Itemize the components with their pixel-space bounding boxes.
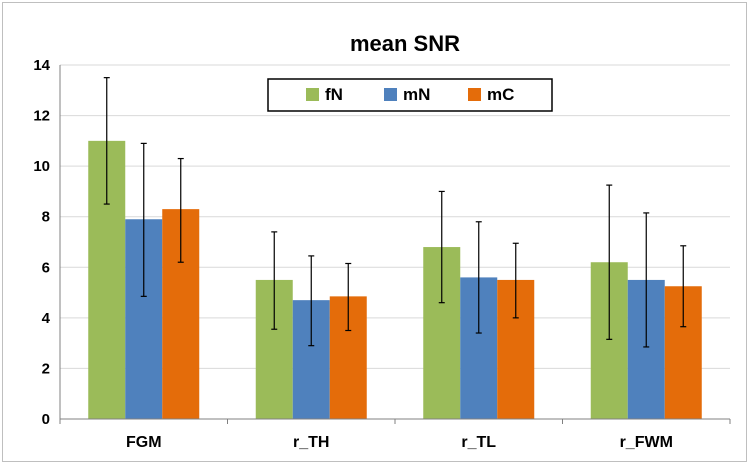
legend-label-mN: mN: [403, 85, 430, 104]
legend-swatch-mN: [384, 88, 397, 101]
x-tick-label: r_TH: [293, 434, 329, 451]
x-tick-label: r_FWM: [620, 434, 673, 451]
y-tick-label: 14: [33, 57, 50, 74]
chart-title: mean SNR: [350, 31, 460, 56]
y-tick-label: 12: [33, 108, 50, 125]
error-bars: [103, 77, 687, 348]
y-tick-label: 10: [33, 158, 50, 175]
y-tick-label: 2: [42, 360, 50, 377]
y-tick-label: 8: [42, 209, 50, 226]
legend-label-fN: fN: [325, 85, 343, 104]
legend-label-mC: mC: [487, 85, 514, 104]
x-tick-label: r_TL: [461, 434, 496, 451]
y-tick-label: 4: [42, 310, 51, 327]
y-tick-label: 0: [42, 411, 50, 428]
legend-swatch-mC: [468, 88, 481, 101]
axes: 0 2 4 6 8 10 12 14 FGM r_TH r_TL r_FWM: [33, 57, 731, 451]
y-tick-label: 6: [42, 259, 50, 276]
legend-swatch-fN: [306, 88, 319, 101]
x-tick-label: FGM: [126, 434, 162, 451]
legend: fN mN mC: [267, 78, 553, 112]
